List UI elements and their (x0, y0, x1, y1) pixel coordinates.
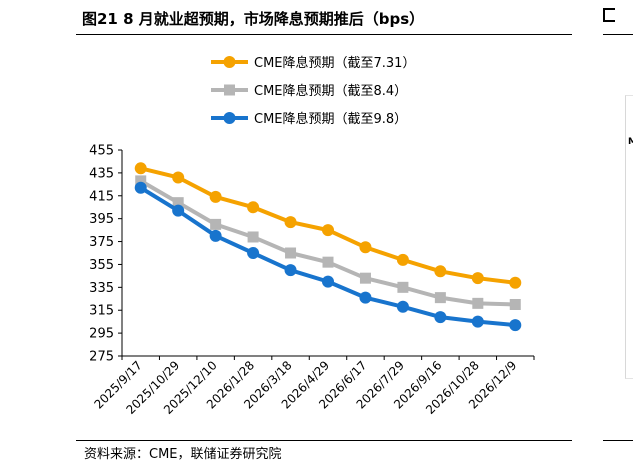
series-0-point-0 (134, 162, 147, 175)
series-2-point-1 (172, 204, 185, 217)
series-2-point-4 (284, 264, 297, 277)
legend-label-2: CME降息预期（截至9.8） (254, 111, 407, 127)
y-tick-label-0: 275 (89, 350, 114, 365)
series-2-point-7 (396, 300, 409, 313)
series-0-point-6 (359, 241, 372, 254)
series-0-point-2 (209, 190, 222, 203)
y-tick-label-1: 295 (89, 327, 114, 342)
adjacent-title-rule (603, 34, 633, 35)
series-2-point-0 (134, 181, 147, 194)
series-1-point-0 (135, 175, 147, 187)
series-line-2 (139, 186, 516, 328)
series-1-point-5 (322, 256, 334, 268)
series-2-point-8 (434, 311, 447, 324)
series-0-point-10 (509, 276, 522, 289)
series-0-point-3 (247, 201, 260, 214)
adjacent-title-fragment (603, 8, 615, 22)
y-axis: 275 295 315 335 355 375 395 415 435 455 (89, 144, 123, 365)
adjacent-table-label: M (628, 137, 633, 147)
series-0-point-8 (434, 265, 447, 278)
legend-marker-1 (224, 84, 235, 96)
y-tick-label-2: 315 (89, 304, 114, 319)
series-1-point-8 (434, 292, 446, 304)
series-1-point-4 (285, 247, 297, 259)
series-2-point-5 (322, 275, 334, 288)
series-0-point-7 (396, 253, 409, 266)
adjacent-source-rule (603, 440, 633, 441)
series-1-point-1 (172, 197, 184, 209)
series-0-point-9 (471, 272, 484, 285)
title-rule (76, 34, 572, 35)
plot-area (134, 162, 522, 332)
series-0-point-1 (172, 171, 185, 184)
y-tick-label-9: 455 (89, 144, 114, 159)
source-rule (76, 440, 572, 441)
series-2-point-10 (509, 319, 522, 332)
series-1-point-10 (509, 299, 521, 310)
y-tick-label-5: 375 (89, 235, 114, 250)
adjacent-figure-fragment: M (603, 0, 633, 469)
series-2-point-2 (209, 229, 222, 242)
series-1-point-9 (472, 297, 484, 309)
series-2-point-9 (471, 315, 484, 328)
series-1-point-7 (397, 281, 409, 293)
series-0-point-4 (284, 216, 297, 229)
x-axis: 2025/9/172025/10/292025/12/102026/1/2820… (91, 355, 535, 417)
chart-legend: CME降息预期（截至7.31） CME降息预期（截至8.4） CME降息预期（截至9… (211, 55, 415, 127)
series-2-point-3 (247, 247, 260, 259)
series-2-point-6 (359, 291, 372, 304)
series-1-point-3 (247, 231, 259, 243)
y-tick-label-3: 335 (89, 281, 114, 296)
legend-marker-0 (223, 56, 236, 68)
series-1-point-6 (359, 272, 371, 284)
y-tick-label-6: 395 (89, 212, 114, 227)
source-note: 资料来源：CME，联储证券研究院 (84, 447, 282, 462)
series-1-point-2 (210, 218, 222, 230)
figure-title: 图21 8 月就业超预期，市场降息预期推后（bps） (82, 10, 425, 28)
legend-label-0: CME降息预期（截至7.31） (254, 55, 415, 71)
legend-label-1: CME降息预期（截至8.4） (254, 83, 407, 99)
y-tick-label-4: 355 (89, 258, 114, 273)
adjacent-table-panel (625, 95, 633, 379)
y-tick-label-8: 435 (89, 166, 114, 181)
legend-marker-2 (223, 112, 236, 124)
y-tick-label-7: 415 (89, 189, 114, 204)
series-0-point-5 (322, 224, 334, 237)
